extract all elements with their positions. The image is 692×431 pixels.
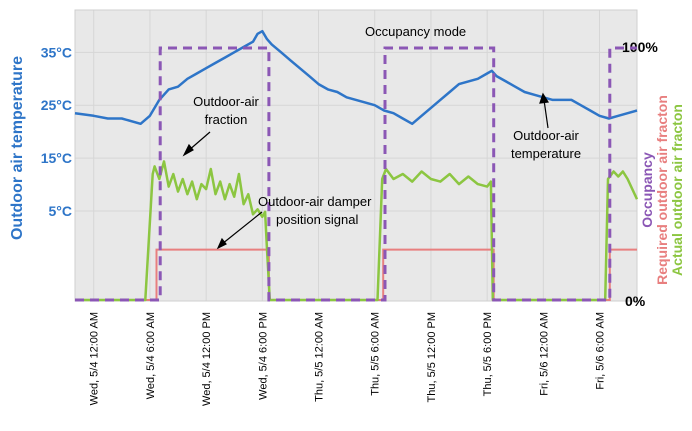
x-tick-label: Thu, 5/5 6:00 PM (482, 312, 494, 396)
x-tick-label: Wed, 5/4 6:00 PM (257, 312, 269, 400)
annotation-oa-fraction-line1: Outdoor-air (193, 94, 259, 109)
annotation-damper-line2: position signal (276, 212, 358, 227)
arrow-damper (221, 211, 263, 245)
y-axis-label-occupancy: Occupancy (639, 152, 655, 228)
x-tick-label: Thu, 5/5 12:00 PM (426, 312, 438, 403)
x-tick-label: Thu, 5/5 6:00 AM (370, 312, 382, 396)
y-tick-label: 15°C (41, 150, 72, 166)
occupancy-tick-label: 0% (625, 293, 646, 309)
annotation-damper-line1: Outdoor-air damper (258, 194, 372, 209)
y-tick-label: 5°C (49, 203, 73, 219)
arrow-oa-temp-head (539, 92, 550, 104)
y-axis-label-required-oa: Required outdoor air fracton (654, 95, 670, 285)
annotation-occupancy-mode: Occupancy mode (365, 24, 466, 39)
arrow-oa-temp (543, 99, 549, 129)
gridlines (75, 10, 637, 301)
y-axis-label-left: Outdoor air temperature (9, 56, 26, 240)
x-tick-label: Thu, 5/5 12:00 AM (314, 312, 326, 402)
x-tick-labels: Wed, 5/4 12:00 AM Wed, 5/4 6:00 AM Wed, 5/… (89, 312, 607, 406)
annotation-oa-temp-line2: temperature (511, 146, 581, 161)
annotation-oa-temp-line1: Outdoor-air (513, 128, 579, 143)
x-tick-label: Fri, 5/6 6:00 AM (595, 312, 607, 390)
y-tick-label: 35°C (41, 44, 72, 60)
arrow-oa-fraction-head (182, 143, 194, 157)
arrow-damper-head (216, 237, 227, 250)
series-actual-oa-fraction-line (75, 160, 639, 302)
y-axis-label-actual-oa: Actual outdoor air fracton (669, 104, 685, 276)
x-tick-label: Wed, 5/4 12:00 AM (89, 312, 101, 405)
annotation-arrows (182, 92, 550, 250)
x-tick-label: Fri, 5/6 12:00 AM (538, 312, 550, 396)
x-tick-label: Wed, 5/4 12:00 PM (201, 312, 213, 406)
x-tick-label: Wed, 5/4 6:00 AM (145, 312, 157, 399)
occupancy-tick-label: 100% (622, 39, 658, 55)
y-tick-label: 25°C (41, 97, 72, 113)
annotation-oa-fraction-line2: fraction (205, 112, 248, 127)
